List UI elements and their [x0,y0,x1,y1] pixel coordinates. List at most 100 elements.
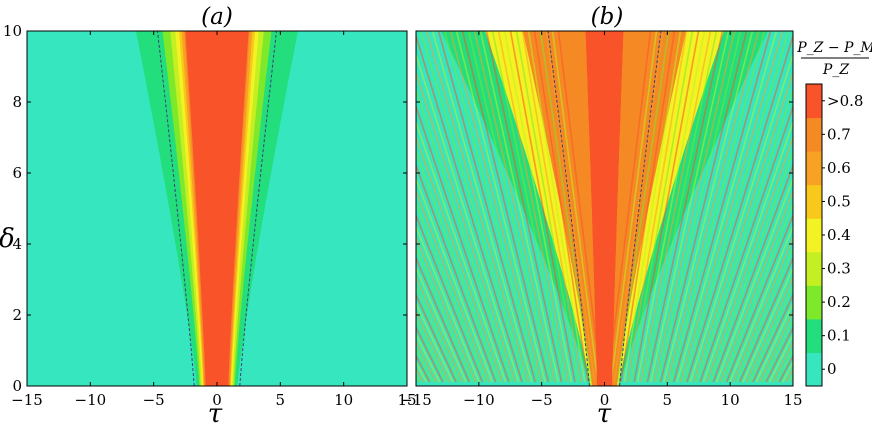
contour-region [185,31,249,386]
stripe-line [425,31,530,383]
stripe-line [649,31,730,383]
stripe-line [416,52,520,383]
x-tick-label: 15 [397,391,416,409]
stripe-line [467,31,553,383]
stripe-line [669,31,766,383]
stripe-line [719,189,793,383]
stripe-line [416,213,484,383]
x-tick-label: 10 [334,391,353,409]
panel-b-dashed-curves [547,31,662,386]
stripe-line [722,201,793,383]
stripe-line [636,31,706,383]
colorbar-tick-label: 0.5 [827,192,851,210]
stripe-line [610,31,658,383]
stripe-line [626,31,688,383]
stripe-line [676,31,778,383]
stripe-line [745,275,793,383]
stripe-line [527,31,586,383]
stripe-line [416,163,497,383]
panel-b-title: (b) [591,4,624,30]
panel-a-contour-fills [135,31,299,386]
stripe-line [706,134,793,383]
stripe-line [623,31,682,383]
stripe-line [416,301,454,383]
stripe-line [613,31,664,383]
colorbar-title-denominator: P_Z [822,62,849,78]
stripe-line [416,87,513,383]
stripe-line [416,70,517,383]
stripe-line [521,31,583,383]
colorbar-title-numerator: P_Z − P_M [796,40,872,56]
colorbar-tick-label: 0.2 [827,293,851,311]
stripe-line [503,31,573,383]
stripe-line [449,31,543,383]
stripe-line [509,31,576,383]
stripe-line [735,245,793,383]
stripe-line [689,52,793,383]
stripe-line [416,235,477,383]
dashed-curve [157,31,195,386]
panel-a-ylabel: δ [0,224,15,254]
stripe-line [607,31,652,383]
stripe-line [702,119,793,383]
stripe-line [416,33,523,383]
stripe-line [416,317,447,383]
x-tick-label: 5 [663,391,673,409]
stripe-line [455,31,546,383]
stripe-line [663,31,754,383]
x-tick-label: 5 [276,391,286,409]
stripe-line [620,31,676,383]
colorbar-tick-label: 0 [827,360,837,378]
stripe-line [419,31,527,383]
stripe-line [533,31,589,383]
stripe-line [656,31,742,383]
y-tick-label: 6 [12,164,22,182]
x-tick-label: 0 [600,391,610,409]
colorbar-swatch [806,151,822,186]
colorbar-tick-label: 0.7 [827,125,851,143]
x-tick-label: 0 [212,391,222,409]
stripe-line [461,31,550,383]
colorbar-tick-label: 0.6 [827,159,851,177]
stripe-line [545,31,596,383]
colorbar-swatches [806,84,822,387]
stripe-line [416,149,500,383]
stripe-line [437,31,536,383]
x-tick-label: −5 [143,391,165,409]
x-tick-label: −10 [75,391,107,409]
stripe-line [557,31,602,383]
stripe-line [479,31,560,383]
stripe-line [646,31,724,383]
stripe-line [692,70,793,383]
stripe-line [491,31,566,383]
x-tick-label: −10 [463,391,495,409]
stripe-line [416,275,464,383]
panel-a-ticks: −15 −10 −5 0 5 10 15 0 2 4 6 8 10 [3,22,417,409]
stripe-line [416,134,503,383]
colorbar-swatch [806,84,822,119]
core-region [585,31,624,386]
y-tick-label: 2 [12,306,22,324]
stripe-line [758,309,793,383]
stripe-line [485,31,563,383]
stripe-line [416,284,461,383]
x-tick-label: −15 [400,391,432,409]
stripe-line [762,317,793,383]
stripe-line [729,224,793,383]
colorbar-swatch [806,285,822,320]
stripe-line [416,201,487,383]
colorbar-swatch [806,251,822,286]
stripe-line [679,31,784,383]
y-tick-label: 4 [12,235,22,253]
stripe-line [416,104,510,383]
stripe-line [633,31,700,383]
stripe-line [715,176,793,383]
colorbar-swatch [806,184,822,219]
colorbar: P_Z − P_M P_Z 0 0.1 0.2 0.3 0.4 0.5 0.6 0.7 >0.8 [796,40,872,387]
stripe-line [416,224,480,383]
colorbar-swatch [806,352,822,387]
stripe-line [682,31,790,383]
colorbar-tick-label: 0.3 [827,260,851,278]
stripe-line [732,235,793,383]
